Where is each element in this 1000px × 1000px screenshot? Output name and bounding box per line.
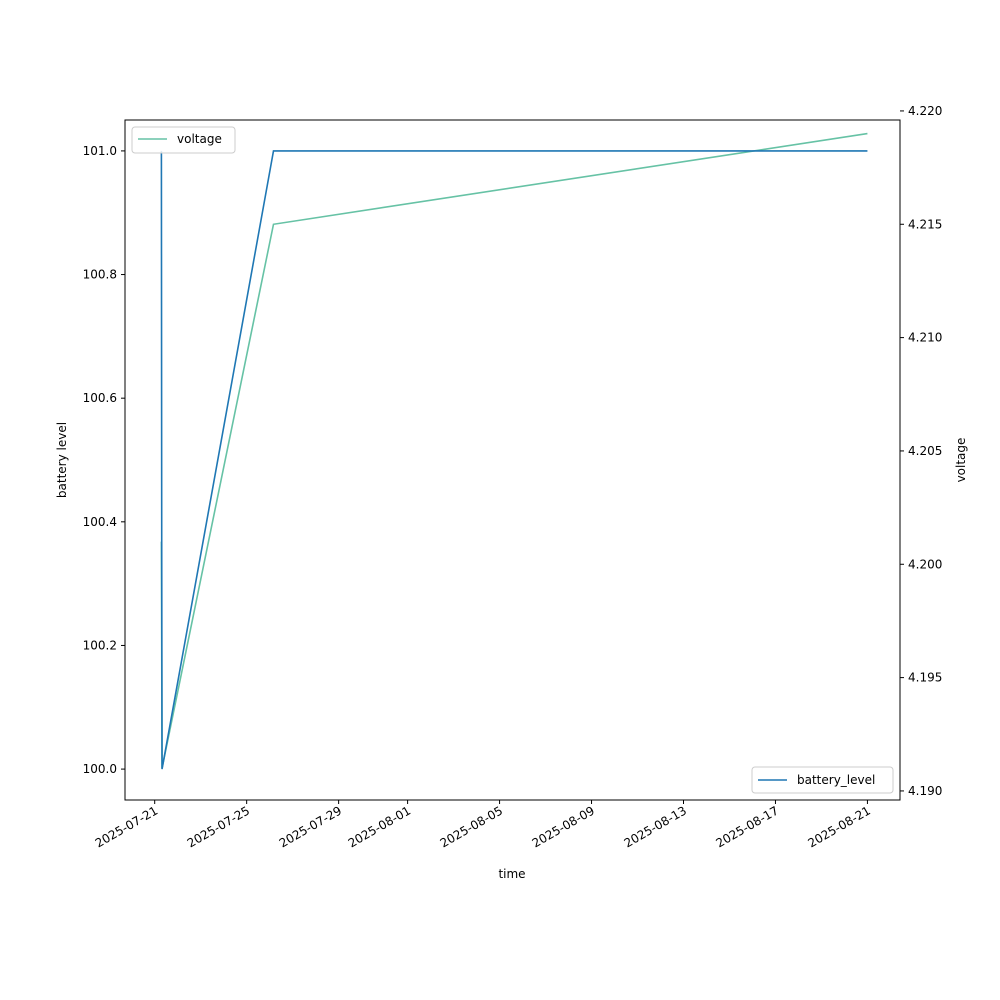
x-tick-label: 2025-07-21 — [93, 803, 160, 850]
y-tick-label: 100.6 — [83, 391, 117, 405]
legend-battery-box — [751, 766, 894, 794]
y2-tick-label: 4.215 — [908, 217, 942, 231]
y2-axis-label: voltage — [954, 438, 968, 483]
y-tick-label: 100.8 — [83, 268, 117, 282]
legend-voltage: voltage — [131, 126, 236, 154]
y-axis-left: 100.0 100.2 100.4 100.6 100.8 101.0 — [83, 144, 125, 776]
y-tick-label: 101.0 — [83, 144, 117, 158]
y2-tick-label: 4.190 — [908, 784, 942, 798]
y-tick-label: 100.4 — [83, 515, 117, 529]
x-tick-label: 2025-07-29 — [277, 803, 344, 850]
y-tick-label: 100.2 — [83, 638, 117, 652]
x-tick-label: 2025-08-21 — [806, 803, 873, 850]
x-tick-label: 2025-08-13 — [622, 803, 689, 850]
plot-frame — [124, 119, 901, 801]
y2-tick-label: 4.210 — [908, 331, 942, 345]
x-tick-label: 2025-07-25 — [185, 803, 252, 850]
x-tick-label: 2025-08-17 — [714, 803, 781, 850]
x-tick-label: 2025-08-09 — [530, 803, 597, 850]
y2-tick-label: 4.200 — [908, 557, 942, 571]
series-layer — [160, 132, 868, 770]
legend-voltage-box — [131, 126, 236, 154]
y2-tick-label: 4.220 — [908, 104, 942, 118]
y-axis-right: 4.190 4.195 4.200 4.205 4.210 4.215 4.220 — [900, 104, 942, 798]
y2-tick-label: 4.205 — [908, 444, 942, 458]
legend-battery-level: battery_level — [751, 766, 894, 794]
x-tick-label: 2025-08-01 — [346, 803, 413, 850]
y2-tick-label: 4.195 — [908, 671, 942, 685]
y-axis-label: battery level — [55, 422, 69, 498]
y-tick-label: 100.0 — [83, 762, 117, 776]
legend-voltage-label: voltage — [177, 132, 222, 146]
x-tick-label: 2025-08-05 — [438, 803, 505, 850]
series-line-battery-level — [160, 150, 868, 770]
x-axis: 2025-07-21 2025-07-25 2025-07-29 2025-08-01… — [93, 800, 873, 850]
x-axis-label: time — [498, 867, 525, 881]
legend-battery-level-label: battery_level — [797, 773, 875, 787]
series-line-voltage — [160, 132, 868, 769]
